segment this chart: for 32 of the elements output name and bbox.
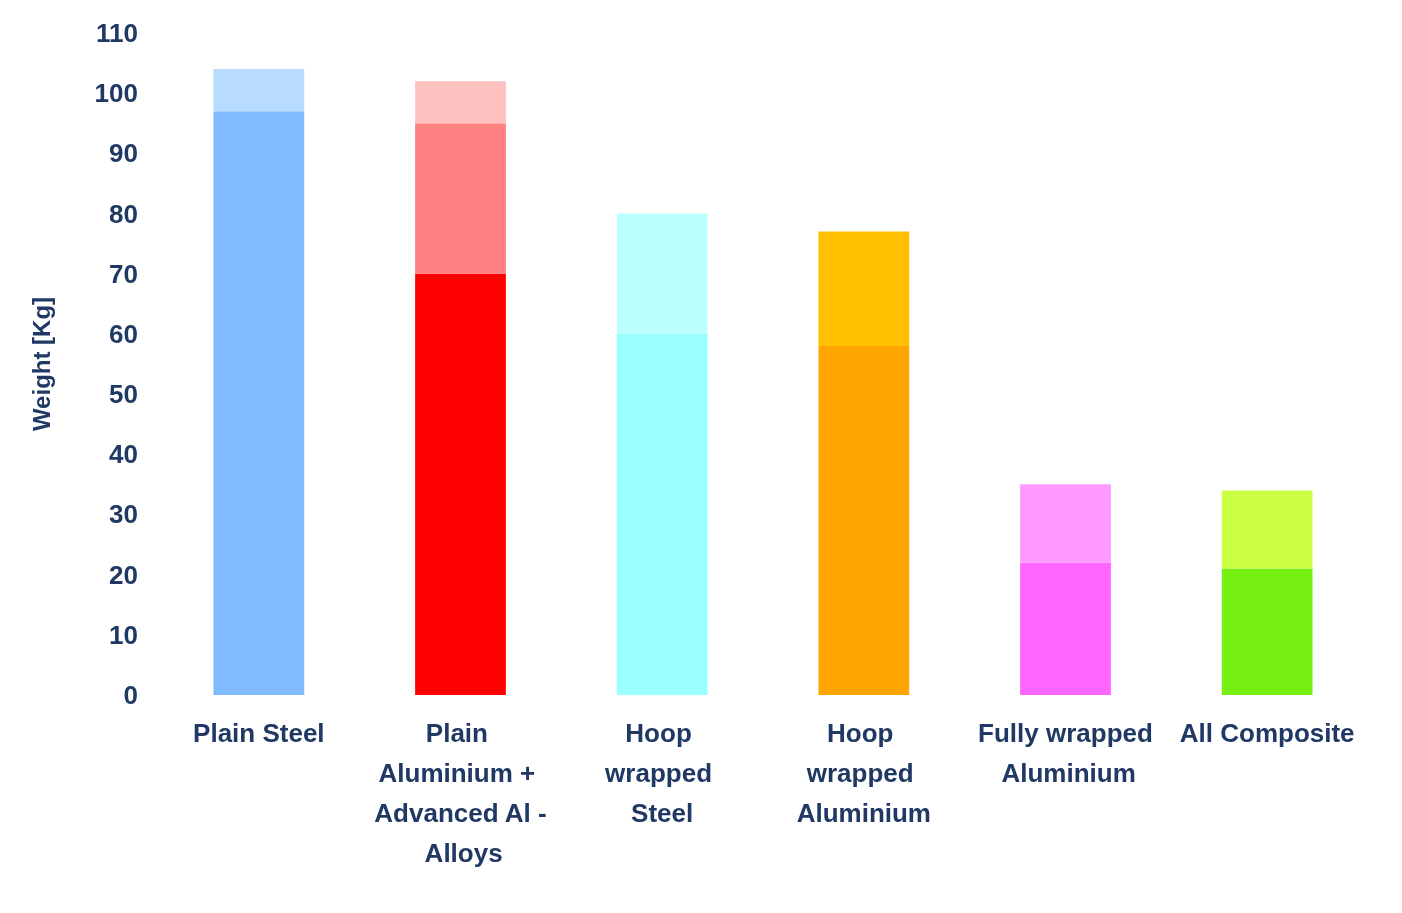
bar <box>1221 568 1313 695</box>
bar <box>213 69 305 112</box>
bar <box>415 123 506 274</box>
y-tick-label: 0 <box>123 680 138 710</box>
x-tick-label: Plain Aluminium + Advanced Al - Alloys <box>374 718 547 868</box>
y-tick-label: 30 <box>109 499 138 530</box>
bar <box>213 111 305 695</box>
bar <box>616 213 708 334</box>
y-tick-label: 10 <box>109 619 138 650</box>
bar <box>415 81 506 124</box>
y-tick-label: 70 <box>109 258 138 289</box>
x-tick-label: Hoop wrapped Steel <box>604 718 720 828</box>
y-tick-label: 80 <box>109 198 138 229</box>
bar <box>1221 490 1313 569</box>
bar <box>818 345 910 695</box>
y-tick-label: 20 <box>109 559 138 590</box>
bar <box>1020 484 1111 563</box>
bar <box>616 333 708 695</box>
x-tick-label: Plain Steel <box>193 718 325 748</box>
y-axis-title: Weight [Kg] <box>27 296 55 432</box>
y-tick-label: 50 <box>109 379 138 410</box>
bar <box>818 231 910 346</box>
bar <box>1020 562 1111 695</box>
y-tick-label: 60 <box>109 318 138 349</box>
x-tick-label: Hoop wrapped Aluminium <box>796 718 932 828</box>
x-tick-label: All Composite <box>1179 718 1355 748</box>
y-tick-label: 90 <box>109 138 138 169</box>
bar <box>415 273 506 695</box>
x-tick-label: Fully wrapped Aluminium <box>978 718 1153 788</box>
y-tick-label: 40 <box>109 439 138 470</box>
y-tick-label: 110 <box>96 18 138 48</box>
y-tick-label: 100 <box>94 78 138 109</box>
